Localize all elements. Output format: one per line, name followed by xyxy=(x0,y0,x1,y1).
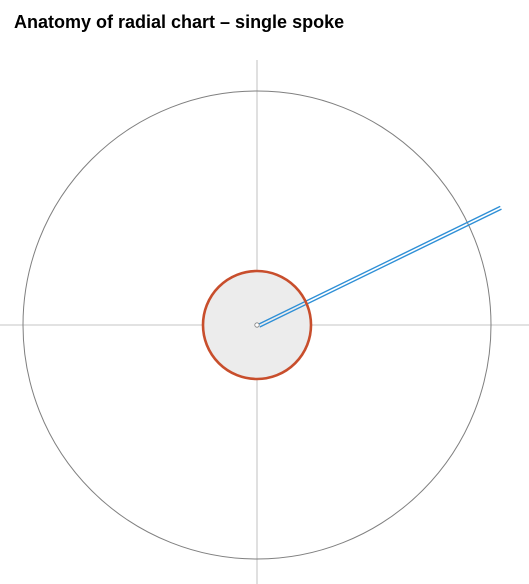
radial-chart-svg xyxy=(0,0,529,584)
center-dot xyxy=(255,323,259,327)
page-root: Anatomy of radial chart – single spoke xyxy=(0,0,529,584)
